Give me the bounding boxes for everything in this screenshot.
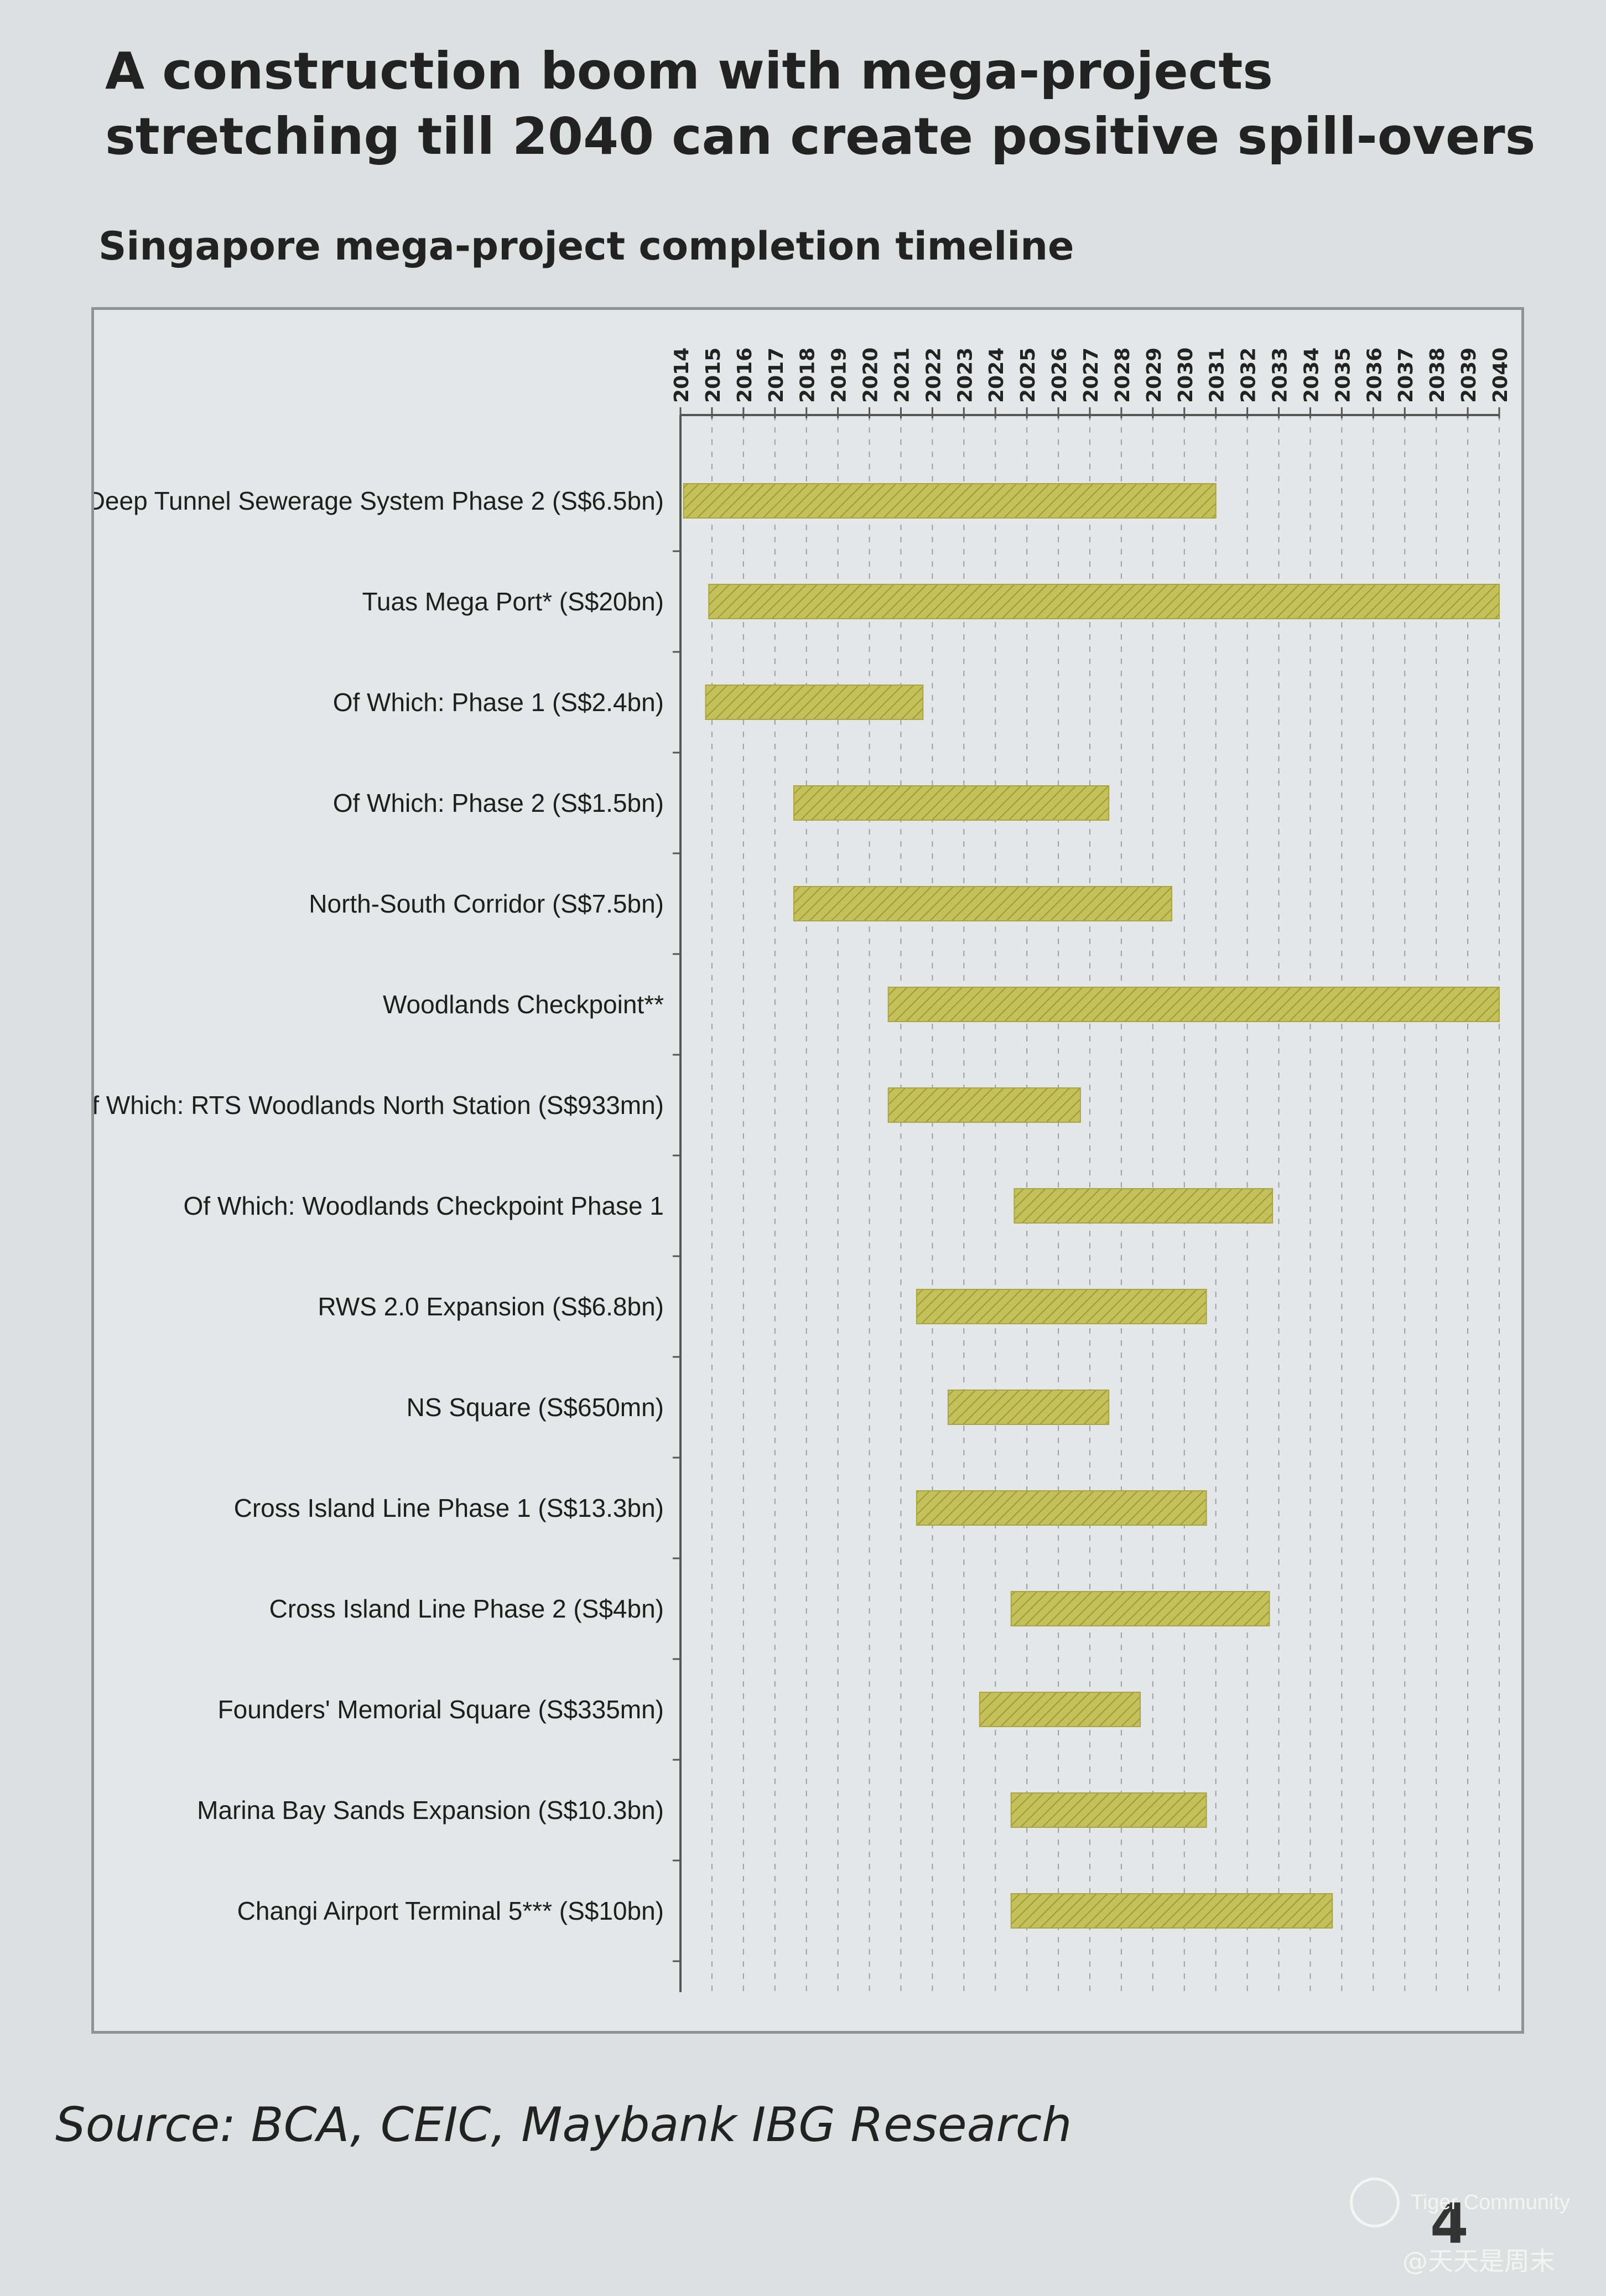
axis-layer bbox=[673, 407, 1500, 1992]
x-tick-label: 2024 bbox=[985, 348, 1008, 403]
x-tick-label: 2040 bbox=[1489, 348, 1512, 403]
chart-title: Singapore mega-project completion timeli… bbox=[98, 224, 1074, 269]
bar bbox=[1010, 1792, 1207, 1828]
bar bbox=[1014, 1188, 1274, 1224]
x-tick-label: 2035 bbox=[1332, 348, 1354, 403]
category-label: NS Square (S$650mn) bbox=[407, 1393, 664, 1422]
x-tick-label: 2034 bbox=[1300, 348, 1323, 403]
tiger-logo-icon bbox=[1350, 2178, 1400, 2227]
bar bbox=[887, 1087, 1081, 1123]
category-label: Of Which: Phase 2 (S$1.5bn) bbox=[333, 789, 664, 817]
category-label: Founders' Memorial Square (S$335mn) bbox=[218, 1695, 664, 1724]
x-tick-label: 2030 bbox=[1174, 348, 1197, 403]
x-tick-label: 2018 bbox=[797, 348, 819, 403]
chart-frame: 2014 2015 2016 2017 2018 2019 2020 2021 2022 2023… bbox=[91, 307, 1524, 2034]
category-label: Cross Island Line Phase 2 (S$4bn) bbox=[269, 1594, 664, 1623]
x-tick-label: 2037 bbox=[1395, 348, 1417, 403]
x-tick-labels: 2014 2015 2016 2017 2018 2019 2020 2021 2022 2023… bbox=[671, 348, 1512, 403]
bars bbox=[683, 483, 1500, 1929]
bar bbox=[887, 987, 1500, 1022]
x-tick-label: 2028 bbox=[1111, 348, 1134, 403]
watermark-brand: Tiger Community bbox=[1350, 2178, 1570, 2227]
x-tick-label: 2029 bbox=[1143, 348, 1166, 403]
x-tick-label: 2025 bbox=[1017, 348, 1040, 403]
x-tick-label: 2019 bbox=[828, 348, 851, 403]
page-number: 4 bbox=[1430, 2191, 1469, 2256]
category-labels: Deep Tunnel Sewerage System Phase 2 (S$6… bbox=[94, 486, 664, 1925]
bar bbox=[793, 886, 1172, 921]
x-tick-label: 2016 bbox=[734, 348, 756, 403]
x-tick-label: 2033 bbox=[1269, 348, 1292, 403]
x-tick-label: 2026 bbox=[1048, 348, 1071, 403]
bar bbox=[708, 584, 1500, 619]
slide-title: A construction boom with mega-projects s… bbox=[105, 42, 1536, 166]
category-label: Deep Tunnel Sewerage System Phase 2 (S$6… bbox=[94, 486, 664, 515]
category-label: Of Which: Woodlands Checkpoint Phase 1 bbox=[184, 1191, 664, 1220]
bar bbox=[979, 1692, 1141, 1727]
x-tick-label: 2038 bbox=[1426, 348, 1449, 403]
x-tick-label: 2036 bbox=[1363, 348, 1386, 403]
bar bbox=[683, 483, 1217, 519]
bar bbox=[916, 1490, 1207, 1526]
x-tick-label: 2015 bbox=[702, 348, 725, 403]
x-tick-label: 2027 bbox=[1080, 348, 1103, 403]
category-label: North-South Corridor (S$7.5bn) bbox=[309, 889, 664, 918]
bar bbox=[947, 1390, 1110, 1425]
bar bbox=[1010, 1591, 1270, 1626]
category-label: Of Which: Phase 1 (S$2.4bn) bbox=[333, 688, 664, 717]
bar bbox=[705, 685, 924, 720]
category-label: Woodlands Checkpoint** bbox=[383, 990, 664, 1019]
x-tick-label: 2039 bbox=[1458, 348, 1480, 403]
category-label: Tuas Mega Port* (S$20bn) bbox=[362, 587, 664, 616]
x-tick-label: 2031 bbox=[1206, 348, 1229, 403]
watermark-user: @天天是周末 bbox=[1402, 2246, 1555, 2276]
bar bbox=[916, 1289, 1207, 1324]
x-tick-label: 2032 bbox=[1238, 348, 1260, 403]
x-tick-label: 2020 bbox=[860, 348, 882, 403]
category-label: Of Which: RTS Woodlands North Station (S… bbox=[94, 1091, 664, 1120]
category-label: Marina Bay Sands Expansion (S$10.3bn) bbox=[197, 1796, 664, 1825]
watermark-brand-text: Tiger Community bbox=[1411, 2190, 1570, 2214]
category-label: Changi Airport Terminal 5*** (S$10bn) bbox=[237, 1896, 664, 1925]
timeline-chart: 2014 2015 2016 2017 2018 2019 2020 2021 2022 2023… bbox=[94, 348, 1512, 1992]
bar bbox=[793, 785, 1110, 821]
x-tick-label: 2021 bbox=[891, 348, 913, 403]
category-label: RWS 2.0 Expansion (S$6.8bn) bbox=[318, 1292, 664, 1321]
x-tick-label: 2022 bbox=[922, 348, 945, 403]
category-label: Cross Island Line Phase 1 (S$13.3bn) bbox=[234, 1494, 664, 1522]
source-note: Source: BCA, CEIC, Maybank IBG Research bbox=[55, 2097, 1072, 2153]
x-tick-label: 2014 bbox=[671, 348, 693, 403]
x-tick-label: 2023 bbox=[954, 348, 976, 403]
bar bbox=[1010, 1893, 1333, 1929]
x-tick-label: 2017 bbox=[765, 348, 788, 403]
